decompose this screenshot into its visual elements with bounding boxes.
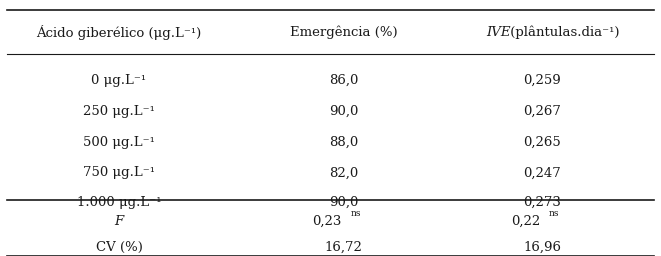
Text: 86,0: 86,0 bbox=[329, 74, 358, 87]
Text: 0,23: 0,23 bbox=[313, 215, 342, 228]
Text: Ácido giberélico (μg.L⁻¹): Ácido giberélico (μg.L⁻¹) bbox=[36, 25, 202, 39]
Text: 90,0: 90,0 bbox=[329, 196, 358, 209]
Text: Emergência (%): Emergência (%) bbox=[290, 25, 397, 39]
Text: (plântulas.dia⁻¹): (plântulas.dia⁻¹) bbox=[506, 25, 619, 39]
Text: 0,265: 0,265 bbox=[523, 136, 561, 148]
Text: CV (%): CV (%) bbox=[96, 241, 142, 253]
Text: 1.000 μg.L⁻¹: 1.000 μg.L⁻¹ bbox=[77, 196, 161, 209]
Text: ns: ns bbox=[350, 209, 361, 218]
Text: F: F bbox=[114, 215, 124, 228]
Text: 0,267: 0,267 bbox=[523, 105, 561, 118]
Text: 250 μg.L⁻¹: 250 μg.L⁻¹ bbox=[83, 105, 155, 118]
Text: 0,259: 0,259 bbox=[523, 74, 561, 87]
Text: 0,22: 0,22 bbox=[511, 215, 540, 228]
Text: 0,247: 0,247 bbox=[523, 166, 561, 179]
Text: 16,72: 16,72 bbox=[325, 241, 363, 253]
Text: 500 μg.L⁻¹: 500 μg.L⁻¹ bbox=[83, 136, 155, 148]
Text: 82,0: 82,0 bbox=[329, 166, 358, 179]
Text: 88,0: 88,0 bbox=[329, 136, 358, 148]
Text: 750 μg.L⁻¹: 750 μg.L⁻¹ bbox=[83, 166, 155, 179]
Text: ns: ns bbox=[549, 209, 559, 218]
Text: 0,273: 0,273 bbox=[523, 196, 561, 209]
Text: IVE: IVE bbox=[486, 26, 510, 38]
Text: 0 μg.L⁻¹: 0 μg.L⁻¹ bbox=[91, 74, 147, 87]
Text: 90,0: 90,0 bbox=[329, 105, 358, 118]
Text: 16,96: 16,96 bbox=[523, 241, 561, 253]
